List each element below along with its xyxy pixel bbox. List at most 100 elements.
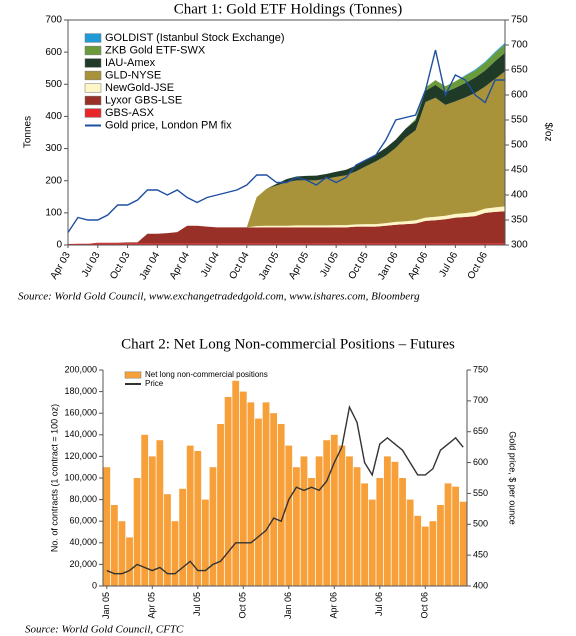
bar (346, 456, 353, 586)
legend-swatch (84, 70, 102, 81)
legend-swatch (84, 83, 102, 93)
bar (247, 402, 255, 586)
y2-tick-label: 700 (511, 40, 528, 51)
y-axis-title: Tonnes (23, 116, 34, 148)
bar (292, 467, 300, 586)
y-tick-label: 140,000 (64, 429, 97, 439)
y2-tick-label: 550 (473, 488, 488, 498)
y-tick-label: 600 (45, 47, 62, 58)
y2-tick-label: 600 (473, 457, 488, 467)
x-tick-label: Jul 06 (374, 592, 384, 616)
legend-label: Lyxor GBS-LSE (105, 94, 182, 106)
x-tick-label: Apr 06 (329, 592, 339, 619)
bar (118, 521, 126, 586)
bar (141, 434, 149, 586)
legend-swatch (84, 95, 102, 106)
y-tick-label: 0 (56, 240, 62, 251)
bar (239, 391, 247, 586)
y2-axis-title: Gold price, $ per ounce (508, 431, 518, 525)
legend-label: GBS-ASX (105, 107, 155, 119)
bar (353, 467, 361, 586)
y-tick-label: 160,000 (64, 408, 97, 418)
y-tick-label: 80,000 (69, 494, 97, 504)
bar (452, 486, 460, 586)
bar (148, 456, 156, 586)
x-tick-label: Jan 06 (283, 592, 293, 619)
x-tick-label: Jul 05 (192, 592, 202, 616)
bar (179, 488, 187, 586)
bar (444, 483, 452, 586)
bar (126, 537, 133, 586)
bar (459, 501, 467, 586)
legend-swatch (84, 33, 102, 43)
legend-label: Net long non-commercial positions (145, 370, 268, 379)
y-tick-label: 100 (45, 207, 62, 218)
legend-label: IAU-Amex (105, 57, 156, 69)
bar (194, 451, 202, 586)
bar (133, 478, 141, 586)
x-tick-label: Oct 05 (238, 592, 248, 619)
y-tick-label: 400 (45, 111, 62, 122)
bar (338, 445, 346, 586)
area (68, 211, 505, 245)
y2-tick-label: 400 (473, 580, 488, 590)
y2-tick-label: 650 (473, 426, 488, 436)
y2-axis-title: $/oz (542, 123, 553, 142)
y-tick-label: 200 (45, 175, 62, 186)
bar (376, 478, 384, 586)
y2-tick-label: 650 (511, 65, 528, 76)
chart-title: Chart 2: Net Long Non-commercial Positio… (121, 336, 455, 352)
y2-tick-label: 450 (473, 550, 488, 560)
bar (368, 499, 376, 586)
bar (171, 521, 179, 586)
bar (255, 418, 262, 586)
y2-tick-label: 700 (473, 395, 488, 405)
y2-tick-label: 450 (511, 165, 528, 176)
y-tick-label: 20,000 (69, 559, 97, 569)
y-tick-label: 200,000 (64, 364, 97, 374)
bar (330, 434, 338, 586)
legend-swatch (84, 108, 102, 118)
y2-tick-label: 300 (511, 240, 528, 251)
bar (285, 445, 293, 586)
legend-swatch (124, 371, 142, 379)
legend-swatch (84, 45, 102, 56)
y-tick-label: 300 (45, 143, 62, 154)
bar (103, 467, 111, 586)
y-tick-label: 500 (45, 79, 62, 90)
bar (383, 456, 391, 586)
bar (217, 424, 224, 586)
bar (421, 526, 429, 586)
x-tick-label: Oct 06 (420, 592, 430, 619)
bar (399, 478, 406, 586)
bar (110, 505, 118, 586)
bar (323, 440, 331, 586)
y-tick-label: 180,000 (64, 386, 97, 396)
y-tick-label: 40,000 (69, 537, 97, 547)
bar (300, 456, 308, 586)
bar (164, 494, 171, 586)
bar (201, 499, 209, 586)
y-axis-title: No. of contracts (1 contract = 100 oz) (49, 404, 59, 552)
bar (186, 445, 194, 586)
bar (277, 424, 285, 586)
area (68, 71, 505, 245)
x-tick-label: Apr 05 (147, 592, 157, 619)
source: Source: World Gold Council, CFTC (25, 624, 184, 636)
y-tick-label: 100,000 (64, 472, 97, 482)
y2-tick-label: 400 (511, 190, 528, 201)
bar (270, 413, 278, 586)
line (106, 404, 464, 575)
y2-tick-label: 500 (511, 140, 528, 151)
legend-label: Price (145, 379, 164, 388)
bar (315, 456, 323, 586)
y-tick-label: 700 (45, 15, 62, 26)
bar (156, 440, 164, 586)
bar (308, 478, 315, 586)
plot-frame (67, 19, 506, 246)
y2-tick-label: 550 (511, 115, 528, 126)
legend-label: ZKB Gold ETF-SWX (105, 44, 206, 56)
y-tick-label: 60,000 (69, 516, 97, 526)
bar (209, 467, 217, 586)
